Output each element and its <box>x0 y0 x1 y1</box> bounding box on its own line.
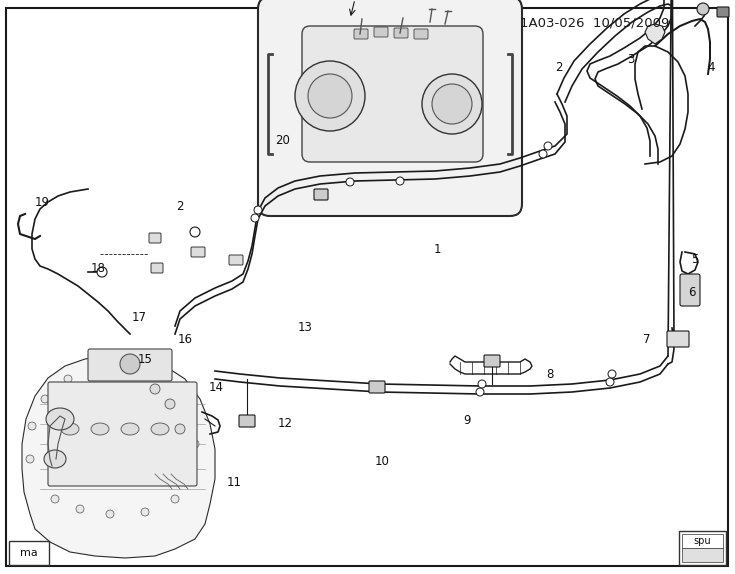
Text: 16: 16 <box>178 333 193 346</box>
Circle shape <box>308 74 352 118</box>
FancyBboxPatch shape <box>151 263 163 273</box>
Text: 8: 8 <box>546 369 553 381</box>
Text: 19: 19 <box>35 196 50 208</box>
Text: spu: spu <box>693 536 711 546</box>
FancyBboxPatch shape <box>258 0 522 216</box>
Circle shape <box>41 395 49 403</box>
Circle shape <box>97 267 107 277</box>
FancyBboxPatch shape <box>394 28 408 38</box>
FancyBboxPatch shape <box>682 548 723 562</box>
Circle shape <box>165 399 175 409</box>
Circle shape <box>28 422 36 430</box>
Text: 2: 2 <box>555 61 562 74</box>
Circle shape <box>175 424 185 434</box>
Text: 13: 13 <box>298 321 312 333</box>
Text: 17: 17 <box>132 312 147 324</box>
FancyBboxPatch shape <box>369 381 385 393</box>
Circle shape <box>190 227 200 237</box>
FancyBboxPatch shape <box>314 189 328 200</box>
Circle shape <box>51 495 59 503</box>
Ellipse shape <box>44 450 66 468</box>
Text: 4: 4 <box>708 61 715 73</box>
FancyBboxPatch shape <box>717 7 729 17</box>
Circle shape <box>697 3 709 15</box>
FancyBboxPatch shape <box>48 382 197 486</box>
FancyBboxPatch shape <box>354 29 368 39</box>
Text: 5: 5 <box>691 253 698 266</box>
Text: 7: 7 <box>643 333 650 346</box>
FancyBboxPatch shape <box>149 233 161 243</box>
FancyBboxPatch shape <box>191 247 205 257</box>
Circle shape <box>251 214 259 222</box>
Circle shape <box>254 206 262 214</box>
Text: 10: 10 <box>375 455 390 468</box>
FancyBboxPatch shape <box>374 27 388 37</box>
Text: 1: 1 <box>434 243 441 256</box>
Text: 14: 14 <box>209 381 223 394</box>
Ellipse shape <box>46 408 74 430</box>
Circle shape <box>396 177 404 185</box>
Circle shape <box>150 384 160 394</box>
Circle shape <box>295 61 365 131</box>
Circle shape <box>432 84 472 124</box>
Ellipse shape <box>61 423 79 435</box>
Text: 9: 9 <box>463 414 470 426</box>
Circle shape <box>478 380 486 388</box>
FancyBboxPatch shape <box>667 331 689 347</box>
Circle shape <box>141 508 149 516</box>
Text: 12: 12 <box>278 417 293 430</box>
Circle shape <box>181 410 189 418</box>
FancyBboxPatch shape <box>229 255 243 265</box>
Circle shape <box>186 470 194 478</box>
Circle shape <box>26 455 34 463</box>
Circle shape <box>608 370 616 378</box>
Circle shape <box>539 150 547 158</box>
Ellipse shape <box>151 423 169 435</box>
Text: ma: ma <box>20 548 38 558</box>
Text: 15: 15 <box>137 353 152 366</box>
Circle shape <box>171 495 179 503</box>
FancyBboxPatch shape <box>239 415 255 427</box>
Text: 20: 20 <box>276 134 290 146</box>
Circle shape <box>131 370 139 378</box>
Text: 1A03-026  10/05/2009: 1A03-026 10/05/2009 <box>520 16 670 29</box>
Circle shape <box>191 440 199 448</box>
Text: 18: 18 <box>90 262 105 275</box>
Circle shape <box>606 378 614 386</box>
Circle shape <box>476 388 484 396</box>
Circle shape <box>64 375 72 383</box>
FancyBboxPatch shape <box>88 349 172 381</box>
FancyBboxPatch shape <box>679 531 726 565</box>
Polygon shape <box>645 24 665 44</box>
Text: 6: 6 <box>689 286 696 299</box>
Text: 2: 2 <box>176 200 184 213</box>
FancyBboxPatch shape <box>680 274 700 306</box>
Circle shape <box>76 505 84 513</box>
Circle shape <box>346 178 354 186</box>
Circle shape <box>96 367 104 375</box>
FancyBboxPatch shape <box>414 29 428 39</box>
Ellipse shape <box>91 423 109 435</box>
FancyBboxPatch shape <box>484 355 500 367</box>
Polygon shape <box>22 356 215 558</box>
FancyBboxPatch shape <box>9 541 49 565</box>
Circle shape <box>544 142 552 150</box>
Circle shape <box>422 74 482 134</box>
Ellipse shape <box>121 423 139 435</box>
FancyBboxPatch shape <box>682 534 723 548</box>
Circle shape <box>106 510 114 518</box>
FancyBboxPatch shape <box>302 26 483 162</box>
Circle shape <box>161 385 169 393</box>
Text: 3: 3 <box>627 53 634 66</box>
Text: 11: 11 <box>226 476 241 489</box>
Circle shape <box>120 354 140 374</box>
